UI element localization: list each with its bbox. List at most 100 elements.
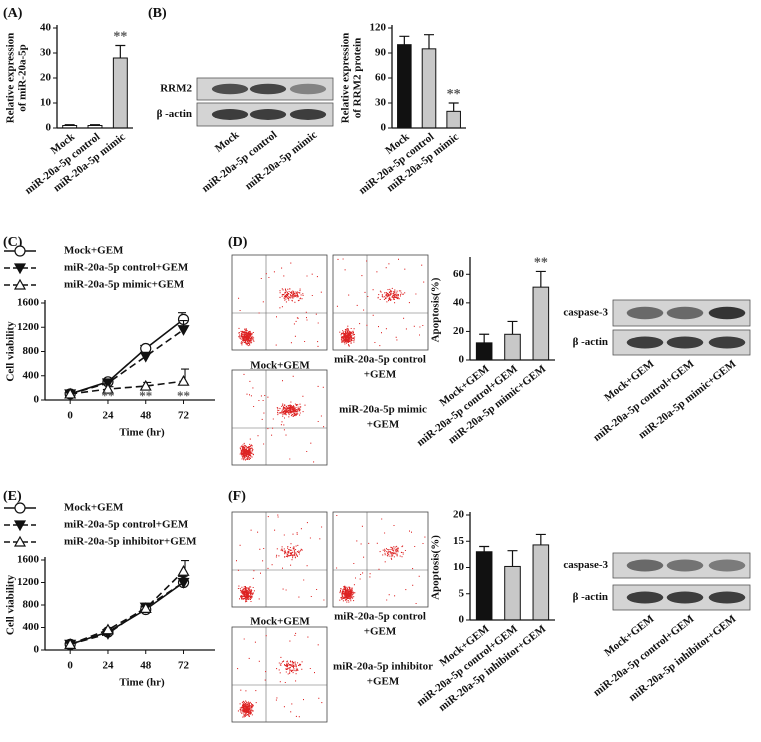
bar <box>504 333 521 361</box>
series-line <box>70 380 184 395</box>
blot-band <box>211 83 249 95</box>
series-line <box>69 570 185 646</box>
y-tick-label: 20 <box>453 509 465 521</box>
y-axis-title: Cell viability <box>5 321 17 382</box>
x-tick-label: 0 <box>67 660 73 672</box>
blot-band <box>626 336 664 349</box>
flow-label: miR-20a-5p control <box>334 611 426 623</box>
y-tick-label: 40 <box>40 22 52 34</box>
panel-label: (A) <box>3 6 23 21</box>
legend-marker <box>13 278 27 290</box>
series-line <box>69 318 185 395</box>
panel-label: (D) <box>228 235 248 250</box>
bar <box>397 44 412 129</box>
blot-row-label: β -actin <box>573 336 608 348</box>
y-tick-label: 60 <box>375 72 387 84</box>
flow-dots <box>236 514 325 603</box>
legend-marker <box>14 245 26 257</box>
flow-dots <box>238 262 322 347</box>
bar <box>504 565 521 621</box>
y-axis-title: Relative expression <box>340 33 352 124</box>
blot-band <box>289 109 327 120</box>
y-tick-label: 15 <box>453 535 465 547</box>
legend-label: Mock+GEM <box>64 245 124 257</box>
error-bar <box>115 44 126 58</box>
flow-dots <box>336 514 426 605</box>
y-tick-label: 30 <box>375 97 387 109</box>
error-bar <box>507 550 518 567</box>
blot-band <box>666 336 704 349</box>
blot-band <box>708 559 746 572</box>
blot-band <box>708 591 746 604</box>
x-tick-label: 24 <box>102 410 114 422</box>
point <box>177 325 190 336</box>
blot-band <box>666 559 704 572</box>
bar <box>475 342 493 361</box>
y-tick-label: 120 <box>370 22 387 34</box>
series-line <box>69 581 184 646</box>
blot-band <box>708 336 746 349</box>
legend-marker <box>13 535 27 547</box>
x-tick-label: 48 <box>140 410 152 422</box>
blot-lane-label: Mock <box>213 128 242 155</box>
point <box>64 638 77 649</box>
bar <box>475 551 493 621</box>
blot-band <box>666 306 704 320</box>
x-tick-label: 24 <box>102 660 114 672</box>
y-tick-label: 5 <box>459 587 465 599</box>
bar <box>532 544 550 621</box>
x-axis-title: Time (hr) <box>119 427 165 439</box>
y-tick-label: 20 <box>453 325 465 337</box>
point <box>177 374 190 386</box>
x-tick-label: 72 <box>178 660 190 672</box>
flow-label: Mock+GEM <box>250 360 310 372</box>
y-tick-label: 0 <box>46 122 52 134</box>
point <box>139 351 152 363</box>
blot-band <box>249 109 287 120</box>
blot-row-label: RRM2 <box>160 83 192 95</box>
legend-label: miR-20a-5p inhibitor+GEM <box>64 536 197 548</box>
significance: ** <box>139 388 152 403</box>
point <box>139 379 152 391</box>
x-tick-label: 0 <box>67 410 73 422</box>
x-tick-label: 48 <box>140 660 152 672</box>
blot-band <box>289 83 327 95</box>
flow-label: +GEM <box>367 676 400 688</box>
y-tick-label: 800 <box>23 345 40 357</box>
x-tick-label: 72 <box>178 410 190 422</box>
bar <box>112 57 128 129</box>
panel-label: (F) <box>228 489 246 504</box>
flow-frame <box>231 511 328 608</box>
error-bar <box>448 102 459 112</box>
point <box>177 577 190 589</box>
series-line <box>69 581 184 646</box>
blot-row-label: β -actin <box>573 591 608 603</box>
y-axis-title: Apoptosis(%) <box>430 535 442 600</box>
error-bar <box>535 533 546 545</box>
error-bar <box>424 34 434 49</box>
flow-dots <box>336 258 425 347</box>
blot-band <box>626 559 664 572</box>
bar <box>421 48 437 129</box>
blot-band <box>626 306 664 320</box>
legend-marker <box>13 263 27 275</box>
flow-dots <box>239 373 325 463</box>
series-line <box>69 329 184 395</box>
blot-band <box>211 109 249 120</box>
y-tick-label: 0 <box>34 644 40 656</box>
y-tick-label: 0 <box>34 394 40 406</box>
flow-label: +GEM <box>364 626 397 638</box>
blot-row-label: β -actin <box>157 108 192 120</box>
legend-label: miR-20a-5p mimic+GEM <box>64 279 185 291</box>
flow-label: miR-20a-5p inhibitor <box>333 661 433 673</box>
significance: ** <box>447 87 461 102</box>
error-bar <box>507 320 518 335</box>
y-tick-label: 30 <box>40 47 52 59</box>
y-tick-label: 10 <box>453 561 465 573</box>
error-bar <box>479 333 490 343</box>
error-bar <box>399 35 410 45</box>
y-axis-title: Apoptosis(%) <box>430 277 442 342</box>
significance: ** <box>534 256 548 271</box>
flow-label: Mock+GEM <box>250 616 310 628</box>
